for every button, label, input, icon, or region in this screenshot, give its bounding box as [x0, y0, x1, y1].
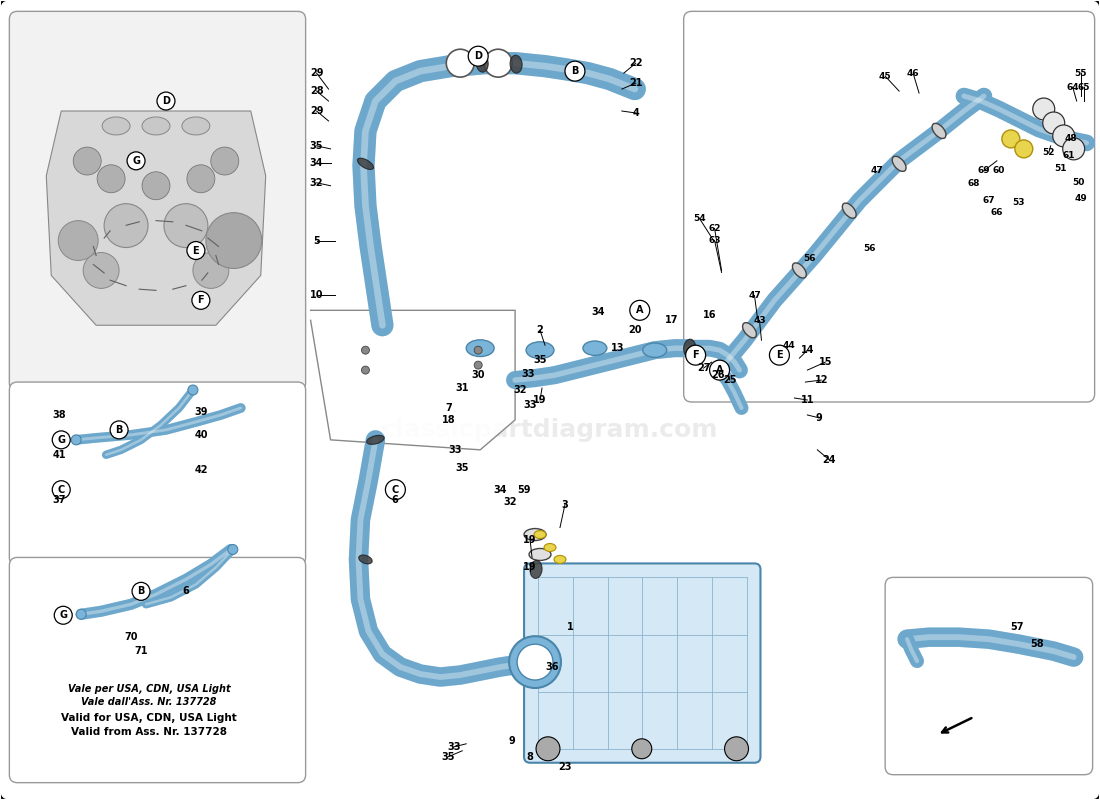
Circle shape — [1002, 130, 1020, 148]
Circle shape — [1043, 112, 1065, 134]
Text: 52: 52 — [1043, 148, 1055, 158]
Ellipse shape — [642, 343, 667, 358]
Circle shape — [385, 480, 406, 500]
Text: 69: 69 — [978, 166, 990, 175]
Text: 34: 34 — [310, 158, 323, 168]
Circle shape — [469, 46, 488, 66]
Circle shape — [769, 345, 790, 365]
Ellipse shape — [526, 342, 554, 358]
Circle shape — [53, 481, 70, 498]
Text: 65: 65 — [1077, 82, 1090, 91]
Text: 19: 19 — [524, 562, 537, 573]
Text: 62: 62 — [708, 224, 720, 233]
Ellipse shape — [892, 156, 906, 171]
Ellipse shape — [932, 123, 946, 138]
Text: Valid from Ass. Nr. 137728: Valid from Ass. Nr. 137728 — [72, 727, 227, 737]
Circle shape — [110, 421, 128, 439]
Text: D: D — [474, 51, 482, 61]
Text: 70: 70 — [124, 632, 138, 642]
Circle shape — [128, 152, 145, 170]
Text: 61: 61 — [1063, 151, 1075, 160]
Text: 34: 34 — [494, 485, 507, 494]
Circle shape — [188, 385, 198, 395]
Circle shape — [164, 204, 208, 247]
Text: 55: 55 — [1075, 69, 1087, 78]
Text: 9: 9 — [816, 413, 823, 423]
Text: A: A — [636, 306, 644, 315]
Circle shape — [157, 92, 175, 110]
Text: 6: 6 — [183, 586, 189, 596]
Ellipse shape — [534, 530, 546, 538]
Circle shape — [191, 291, 210, 310]
Circle shape — [517, 644, 553, 680]
Ellipse shape — [529, 549, 551, 561]
Circle shape — [1015, 140, 1033, 158]
Text: 11: 11 — [801, 395, 814, 405]
Ellipse shape — [544, 543, 556, 551]
Circle shape — [474, 346, 482, 354]
Text: 46: 46 — [906, 69, 920, 78]
Ellipse shape — [530, 561, 542, 578]
Text: 63: 63 — [708, 236, 720, 245]
Text: 47: 47 — [748, 291, 761, 300]
Text: 32: 32 — [310, 178, 323, 188]
Text: C: C — [57, 485, 65, 494]
Text: 49: 49 — [1075, 194, 1087, 203]
Text: 25: 25 — [723, 375, 736, 385]
Text: 53: 53 — [1013, 198, 1025, 207]
Text: 27: 27 — [697, 363, 711, 373]
Ellipse shape — [792, 263, 806, 278]
Text: 64: 64 — [1066, 82, 1079, 91]
Text: 5: 5 — [314, 235, 320, 246]
Circle shape — [484, 50, 513, 77]
Circle shape — [362, 366, 370, 374]
Text: Vale dall'Ass. Nr. 137728: Vale dall'Ass. Nr. 137728 — [81, 697, 217, 707]
Text: 71: 71 — [134, 646, 147, 656]
Text: 60: 60 — [992, 166, 1005, 175]
Text: 24: 24 — [823, 454, 836, 465]
Text: E: E — [777, 350, 783, 360]
FancyBboxPatch shape — [10, 382, 306, 566]
Text: 18: 18 — [441, 415, 455, 425]
Text: F: F — [692, 350, 698, 360]
Circle shape — [142, 172, 170, 200]
Text: 37: 37 — [53, 494, 66, 505]
Circle shape — [362, 346, 370, 354]
Text: C: C — [392, 485, 399, 494]
Ellipse shape — [366, 435, 384, 444]
Circle shape — [509, 636, 561, 688]
Circle shape — [1033, 98, 1055, 120]
Ellipse shape — [358, 158, 374, 170]
Ellipse shape — [583, 341, 607, 355]
Ellipse shape — [182, 117, 210, 135]
Text: 21: 21 — [629, 78, 642, 88]
Text: 36: 36 — [546, 662, 559, 672]
Text: 67: 67 — [982, 196, 996, 205]
Circle shape — [685, 345, 705, 365]
Text: 12: 12 — [815, 375, 828, 385]
Text: 68: 68 — [968, 179, 980, 188]
Circle shape — [192, 253, 229, 288]
Text: 35: 35 — [534, 355, 547, 365]
Circle shape — [72, 435, 81, 445]
Circle shape — [536, 737, 560, 761]
FancyBboxPatch shape — [10, 558, 306, 782]
Text: 10: 10 — [310, 290, 323, 300]
Circle shape — [53, 431, 70, 449]
Text: 33: 33 — [448, 742, 461, 752]
Circle shape — [710, 360, 729, 380]
Text: 19: 19 — [534, 395, 547, 405]
FancyBboxPatch shape — [524, 563, 760, 762]
Circle shape — [228, 545, 238, 554]
Ellipse shape — [359, 555, 372, 564]
Circle shape — [97, 165, 125, 193]
Circle shape — [187, 242, 205, 259]
FancyBboxPatch shape — [886, 578, 1092, 774]
Text: 29: 29 — [310, 68, 323, 78]
Ellipse shape — [476, 54, 488, 72]
Text: 56: 56 — [803, 254, 815, 263]
Text: 39: 39 — [194, 407, 208, 417]
Ellipse shape — [524, 529, 546, 541]
Text: 29: 29 — [310, 106, 323, 116]
